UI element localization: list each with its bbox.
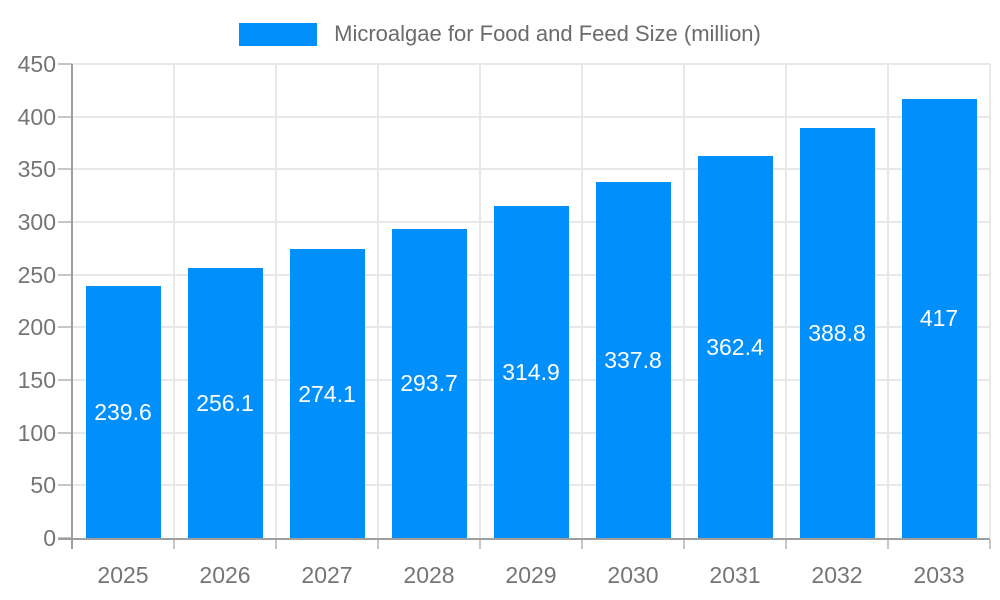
y-axis-label: 300 (17, 209, 56, 235)
bar-value-label: 337.8 (604, 347, 662, 374)
bar-2027[interactable] (289, 249, 365, 538)
y-axis-label: 0 (43, 525, 56, 551)
legend-item-microalgae[interactable]: Microalgae for Food and Feed Size (milli… (239, 21, 761, 47)
y-gridline (72, 115, 990, 118)
bar-value-label: 274.1 (298, 380, 356, 407)
x-axis-tick (683, 540, 685, 549)
x-axis-line (58, 538, 990, 540)
x-gridline (785, 64, 787, 538)
x-axis-tick (173, 540, 175, 549)
x-gridline (377, 64, 379, 538)
x-axis-tick (989, 540, 991, 549)
legend-marker-swatch (239, 22, 318, 46)
x-axis-label: 2033 (913, 562, 965, 588)
y-axis-tick (58, 63, 72, 65)
x-gridline (581, 64, 583, 538)
x-axis-label: 2026 (199, 562, 251, 588)
bar-2032[interactable] (799, 128, 875, 538)
bar-2026[interactable] (187, 268, 263, 538)
y-axis-label: 150 (17, 367, 56, 393)
x-gridline (479, 64, 481, 538)
x-gridline (275, 64, 277, 538)
y-axis-tick (58, 168, 72, 171)
bar-value-label: 239.6 (94, 398, 152, 425)
y-axis-label: 400 (17, 103, 56, 130)
y-axis-label: 200 (17, 314, 56, 341)
legend-series-label: Microalgae for Food and Feed Size (milli… (334, 21, 761, 46)
x-axis-tick (581, 540, 583, 549)
y-axis-label: 350 (17, 156, 56, 183)
y-axis-tick (58, 484, 72, 487)
bar-2031[interactable] (697, 156, 773, 538)
y-axis-tick (58, 221, 72, 223)
bar-value-label: 417 (919, 305, 959, 332)
bar-value-label: 362.4 (706, 334, 764, 361)
bar-2029[interactable] (493, 206, 569, 538)
y-axis-label: 450 (17, 51, 56, 77)
bar-value-label: 314.9 (502, 359, 560, 386)
y-axis-tick (58, 273, 72, 276)
y-axis-label: 250 (17, 261, 56, 288)
bar-2033[interactable] (901, 98, 977, 538)
y-gridline (72, 63, 990, 65)
x-axis-tick (887, 540, 889, 549)
x-gridline (173, 64, 175, 538)
x-axis-tick (479, 540, 481, 549)
y-axis-tick (58, 115, 72, 118)
x-axis-label: 2028 (403, 562, 455, 588)
x-axis-label: 2030 (607, 562, 659, 588)
bar-value-label: 388.8 (808, 320, 866, 347)
x-axis-label: 2029 (505, 562, 557, 588)
bar-2028[interactable] (391, 228, 467, 538)
x-axis-tick (275, 540, 277, 549)
x-gridline (887, 64, 889, 538)
bar-2030[interactable] (595, 182, 671, 538)
y-axis-line (71, 64, 73, 549)
y-axis-tick (58, 326, 72, 329)
x-axis-label: 2027 (301, 562, 353, 588)
chart-legend: Microalgae for Food and Feed Size (milli… (0, 21, 1000, 47)
x-axis-tick (785, 540, 787, 549)
x-axis-label: 2031 (709, 562, 761, 588)
y-axis-tick (58, 379, 72, 381)
x-axis-label: 2025 (97, 562, 149, 588)
y-axis-tick (58, 431, 72, 434)
bar-value-label: 293.7 (400, 370, 458, 397)
x-axis-tick (377, 540, 379, 549)
y-axis-label: 100 (17, 419, 56, 446)
bar-2025[interactable] (85, 285, 161, 538)
x-axis-label: 2032 (811, 562, 863, 588)
x-gridline (989, 64, 991, 538)
y-gridline (72, 168, 990, 171)
y-axis-label: 50 (30, 472, 56, 499)
bar-value-label: 256.1 (196, 390, 254, 417)
x-gridline (683, 64, 685, 538)
